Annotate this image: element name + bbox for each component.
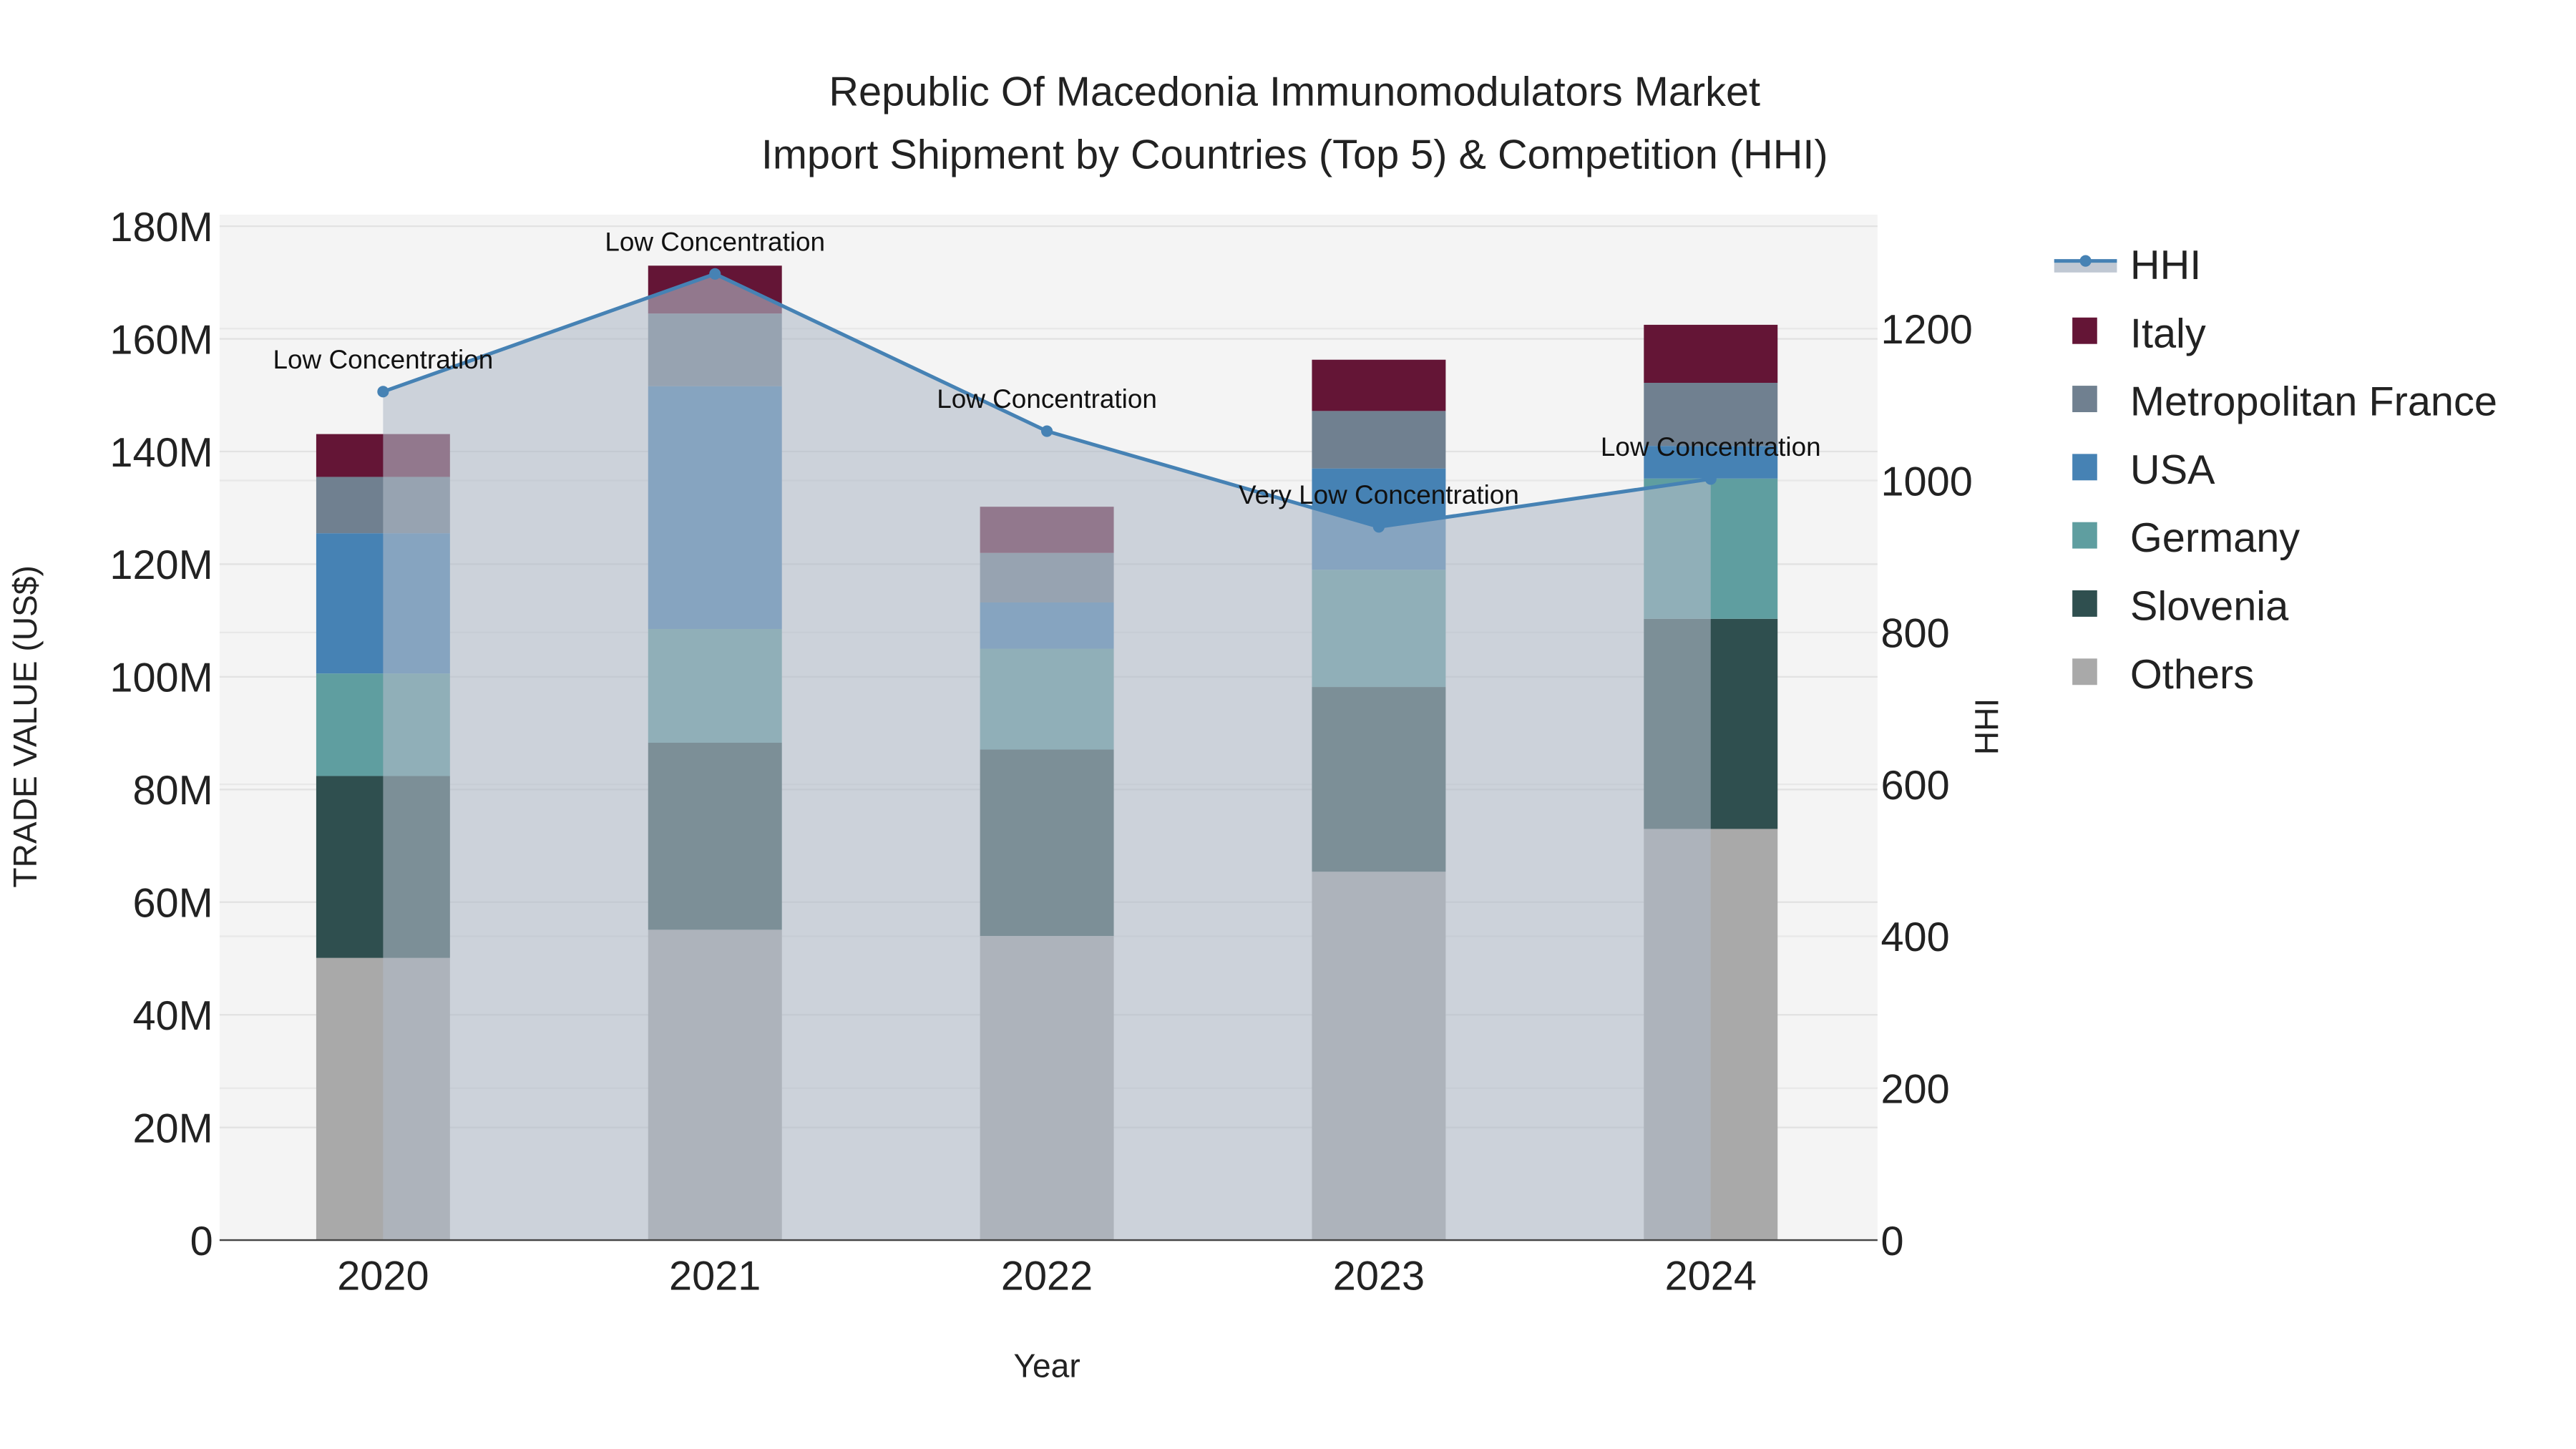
x-tick-label: 2023 (1333, 1253, 1425, 1299)
y-tick-label: 160M (109, 317, 213, 363)
hhi-annotation: Low Concentration (1601, 432, 1821, 462)
legend-item-italy[interactable]: Italy (2072, 311, 2206, 356)
bar-italy-2024 (1644, 324, 1778, 383)
y-tick-label: 80M (132, 768, 213, 814)
chart-title-line2: Import Shipment by Countries (Top 5) & C… (761, 132, 1828, 177)
y-tick-label: 120M (109, 542, 213, 588)
x-axis-title: Year (1013, 1347, 1080, 1385)
y-tick-label: 100M (109, 655, 213, 701)
y2-axis-title: HHI (1968, 698, 2005, 755)
hhi-series: Low Concentration Low Concentration Low Co… (273, 227, 1821, 1241)
hhi-area (383, 273, 1711, 1241)
legend-label: Metropolitan France (2130, 379, 2497, 425)
legend-swatch-hhi-marker (2079, 255, 2092, 267)
hhi-annotation: Low Concentration (273, 345, 494, 374)
y-axis-ticks: 0 20M 40M 60M 80M 100M 120M 140M 160M 180M (109, 205, 213, 1264)
legend-swatch (2072, 454, 2097, 481)
hhi-point-2022 (1041, 425, 1053, 437)
legend-swatch (2072, 386, 2097, 412)
legend-label: HHI (2130, 243, 2201, 288)
legend-label: Germany (2130, 515, 2300, 561)
legend-swatch (2072, 522, 2097, 549)
y2-tick-label: 400 (1880, 914, 1949, 960)
y-tick-label: 0 (190, 1219, 213, 1264)
legend-label: Others (2130, 652, 2254, 698)
bar-italy-2023 (1312, 359, 1446, 411)
legend-item-germany[interactable]: Germany (2072, 515, 2300, 561)
y-tick-label: 180M (109, 205, 213, 250)
y2-tick-label: 200 (1880, 1067, 1949, 1113)
x-axis-ticks: 2020 2021 2022 2023 2024 (337, 1253, 1757, 1299)
legend-label: Slovenia (2130, 584, 2289, 630)
legend: HHI Italy Metropolitan France USA Germany Slo… (2054, 243, 2497, 698)
bar-usa-2024 (1644, 446, 1778, 479)
legend-label: USA (2130, 447, 2215, 493)
hhi-annotation: Low Concentration (937, 384, 1157, 414)
y2-tick-label: 800 (1880, 611, 1949, 657)
bar-metropolitan-france-2024 (1644, 382, 1778, 447)
y-tick-label: 40M (132, 993, 213, 1039)
hhi-point-2020 (377, 386, 389, 398)
legend-item-others[interactable]: Others (2072, 652, 2254, 698)
x-tick-label: 2024 (1665, 1253, 1757, 1299)
y2-tick-label: 1200 (1880, 307, 1972, 353)
hhi-annotation: Low Concentration (605, 227, 825, 256)
chart-title-line1: Republic Of Macedonia Immunomodulators M… (829, 69, 1760, 115)
legend-item-metropolitan-france[interactable]: Metropolitan France (2072, 379, 2497, 425)
y2-tick-label: 1000 (1880, 459, 1972, 504)
y2-tick-label: 0 (1880, 1219, 1903, 1264)
y-tick-label: 60M (132, 881, 213, 927)
y2-tick-label: 600 (1880, 763, 1949, 809)
y2-axis-ticks: 0 200 400 600 800 1000 1200 (1880, 307, 1972, 1264)
y-axis-title: TRADE VALUE (US$) (6, 565, 44, 887)
legend-swatch (2072, 590, 2097, 617)
legend-label: Italy (2130, 311, 2206, 356)
hhi-annotation: Very Low Concentration (1239, 480, 1519, 509)
legend-item-slovenia[interactable]: Slovenia (2072, 584, 2289, 630)
x-tick-label: 2022 (1001, 1253, 1093, 1299)
y-tick-label: 140M (109, 430, 213, 476)
y-tick-label: 20M (132, 1106, 213, 1151)
legend-swatch (2072, 658, 2097, 686)
x-tick-label: 2021 (669, 1253, 761, 1299)
hhi-point-2023 (1372, 521, 1385, 533)
legend-swatch (2072, 317, 2097, 344)
hhi-point-2021 (709, 268, 721, 280)
bar-metropolitan-france-2023 (1312, 411, 1446, 469)
x-tick-label: 2020 (337, 1253, 429, 1299)
hhi-point-2024 (1704, 473, 1717, 485)
legend-item-usa[interactable]: USA (2072, 447, 2215, 493)
legend-item-hhi[interactable]: HHI (2054, 243, 2202, 288)
